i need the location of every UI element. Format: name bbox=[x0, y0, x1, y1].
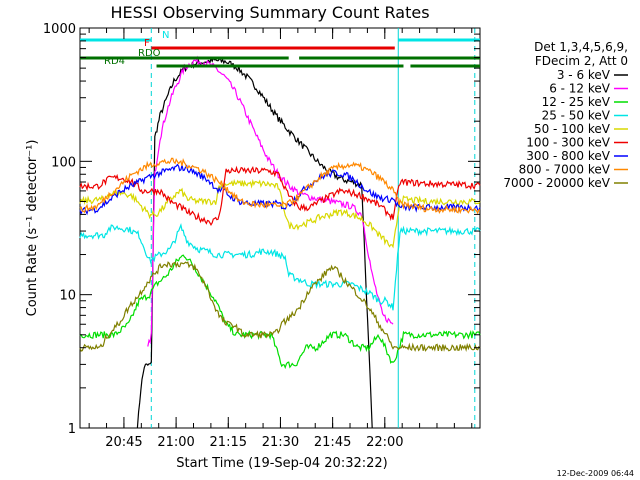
flag-bar-label: N bbox=[162, 30, 169, 41]
footer-date: 12-Dec-2009 06:44 bbox=[557, 469, 634, 478]
series-line-2 bbox=[79, 254, 481, 370]
x-tick-label: 21:15 bbox=[210, 435, 247, 450]
series-line-3 bbox=[79, 223, 481, 311]
y-axis-label: Count Rate (s⁻¹ detector⁻¹) bbox=[25, 140, 40, 317]
plot-frame bbox=[79, 27, 481, 429]
flag-bar-label: RD4 bbox=[104, 56, 125, 67]
series-line-6 bbox=[79, 163, 481, 216]
legend-label: 6 - 12 keV bbox=[549, 82, 611, 96]
y-axis-ticks: 1 10 100 1000 bbox=[43, 22, 480, 437]
y-tick-label: 1 bbox=[68, 422, 76, 437]
series-line-7 bbox=[79, 157, 481, 215]
legend-header-line-1: Det 1,3,4,5,6,9, bbox=[534, 40, 628, 54]
chart-title: HESSI Observing Summary Count Rates bbox=[110, 3, 429, 22]
series-line-5 bbox=[79, 165, 481, 227]
x-tick-label: 21:45 bbox=[314, 435, 351, 450]
legend-label: 300 - 800 keV bbox=[526, 149, 610, 163]
legend-label: 50 - 100 keV bbox=[534, 122, 611, 136]
legend-label: 800 - 7000 keV bbox=[519, 163, 611, 177]
series-group bbox=[79, 55, 481, 429]
night-markers bbox=[150, 28, 476, 428]
series-line-0 bbox=[136, 56, 373, 429]
legend-label: 12 - 25 keV bbox=[542, 95, 611, 109]
series-line-4 bbox=[79, 178, 481, 249]
x-tick-label: 22:00 bbox=[366, 435, 403, 450]
x-axis-ticks: 20:45 21:00 21:15 21:30 21:45 22:00 bbox=[88, 28, 473, 450]
flag-bar-label: RDO bbox=[138, 48, 161, 59]
x-tick-label: 21:30 bbox=[262, 435, 299, 450]
legend-label: 7000 - 20000 keV bbox=[503, 176, 610, 190]
legend-label: 3 - 6 keV bbox=[557, 68, 611, 82]
x-tick-label: 20:45 bbox=[105, 435, 142, 450]
legend-header-line-2: FDecim 2, Att 0 bbox=[535, 54, 628, 68]
y-tick-label: 10 bbox=[59, 289, 76, 304]
series-line-8 bbox=[79, 261, 481, 352]
y-tick-label: 1000 bbox=[43, 22, 76, 37]
legend: Det 1,3,4,5,6,9, FDecim 2, Att 0 3 - 6 k… bbox=[503, 40, 628, 190]
plot-border bbox=[79, 27, 481, 429]
y-tick-label: 100 bbox=[51, 155, 76, 170]
x-tick-label: 21:00 bbox=[157, 435, 194, 450]
legend-label: 25 - 50 keV bbox=[542, 109, 611, 123]
x-axis-label: Start Time (19-Sep-04 20:32:22) bbox=[176, 456, 387, 471]
flag-bar-label: F bbox=[144, 38, 150, 49]
legend-label: 100 - 300 keV bbox=[526, 136, 610, 150]
